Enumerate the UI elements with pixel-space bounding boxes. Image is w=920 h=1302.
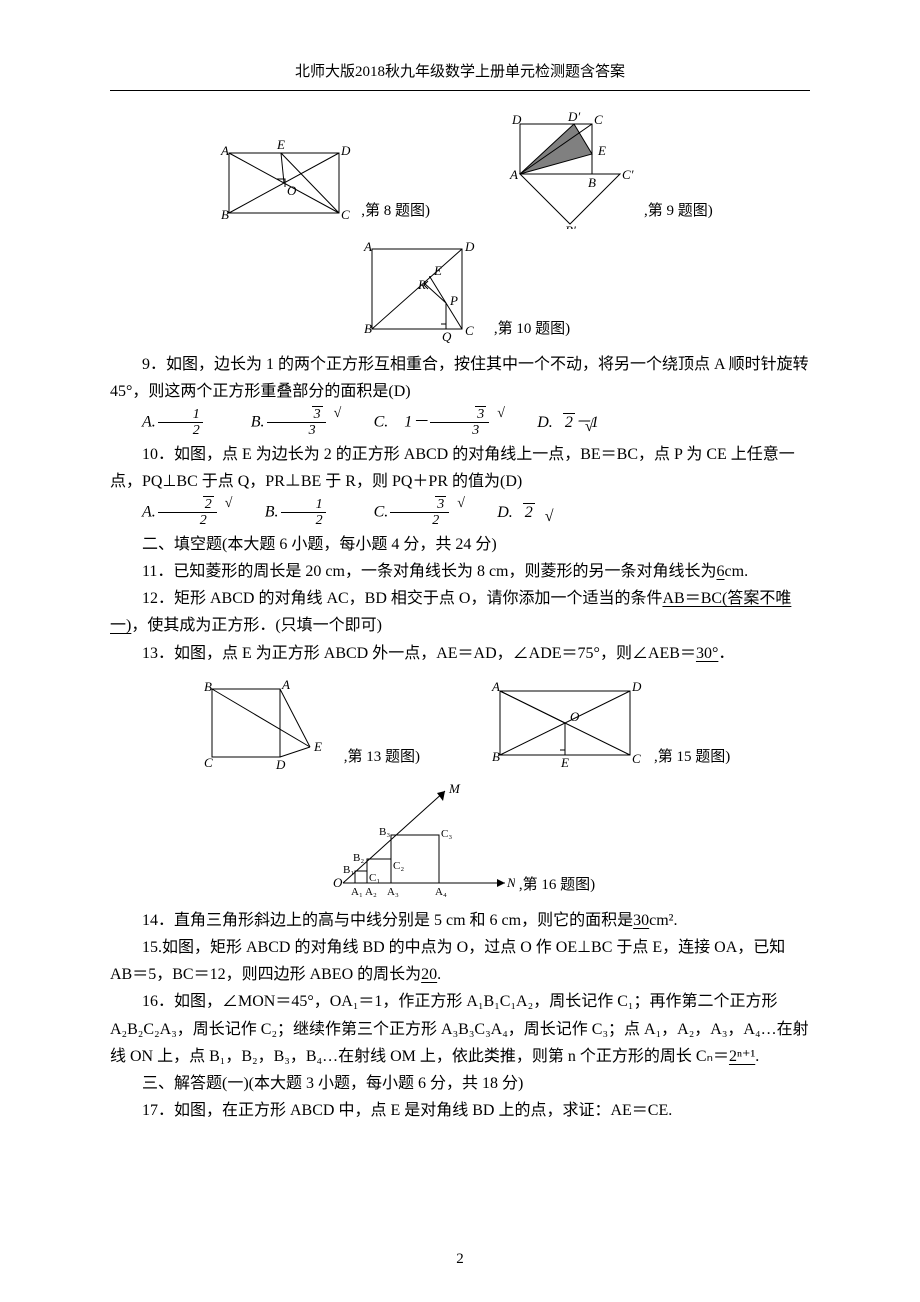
svg-text:D: D [511, 112, 522, 127]
svg-text:O: O [287, 183, 297, 198]
svg-text:C: C [204, 755, 213, 770]
svg-text:B: B [492, 749, 500, 764]
figure-10: A D B C E R P Q ,第 10 题图) [350, 237, 570, 347]
q15: 15.如图，矩形 ABCD 的对角线 BD 的中点为 O，过点 O 作 OE⊥B… [110, 934, 810, 988]
svg-text:C: C [632, 751, 641, 766]
svg-text:A: A [281, 677, 290, 692]
figure-10-caption: ,第 10 题图) [494, 317, 570, 347]
svg-text:D: D [340, 143, 351, 158]
svg-text:B′: B′ [565, 223, 576, 229]
svg-text:E: E [276, 137, 285, 152]
figure-row-3: B A C D E ,第 13 题图) A D B C O E [110, 675, 810, 775]
svg-text:C: C [465, 323, 474, 338]
figure-13-caption: ,第 13 题图) [344, 745, 420, 775]
svg-text:C: C [594, 112, 603, 127]
figure-16: O M N A₁ A₂ A₃ A₄ B₁ B₂ B₃ C₁ C₂ C₃ ,第 1… [325, 783, 595, 903]
figure-16-caption: ,第 16 题图) [519, 873, 595, 903]
page-header: 北师大版2018秋九年级数学上册单元检测题含答案 [110, 60, 810, 91]
svg-text:A₁: A₁ [351, 886, 363, 898]
svg-text:B: B [204, 679, 212, 694]
svg-text:O: O [570, 709, 580, 724]
q9-options: A.12 B.33 C. 1－33 D.2－1 [110, 407, 810, 439]
q9-stem: 9．如图，边长为 1 的两个正方形互相重合，按住其中一个不动，将另一个绕顶点 A… [110, 351, 810, 405]
figure-15: A D B C O E ,第 15 题图) [480, 675, 730, 775]
figure-row-4: O M N A₁ A₂ A₃ A₄ B₁ B₂ B₃ C₁ C₂ C₃ ,第 1… [110, 783, 810, 903]
figure-row-1: A B C D E O ,第 8 题图) D D′ C E A [110, 109, 810, 229]
svg-text:D: D [631, 679, 642, 694]
q10-stem: 10．如图，点 E 为边长为 2 的正方形 ABCD 的对角线上一点，BE＝BC… [110, 441, 810, 495]
svg-text:B₃: B₃ [379, 826, 390, 838]
figure-9-caption: ,第 9 题图) [644, 199, 713, 229]
svg-text:D′: D′ [567, 109, 580, 124]
svg-text:C′: C′ [622, 167, 634, 182]
svg-text:E: E [313, 739, 322, 754]
figure-13: B A C D E ,第 13 题图) [190, 675, 420, 775]
svg-text:C₁: C₁ [369, 872, 380, 884]
svg-text:A₄: A₄ [435, 886, 447, 898]
q12: 12．矩形 ABCD 的对角线 AC，BD 相交于点 O，请你添加一个适当的条件… [110, 585, 810, 639]
svg-text:A: A [220, 143, 229, 158]
page-number: 2 [0, 1247, 920, 1273]
svg-text:D: D [275, 757, 286, 772]
q11: 11．已知菱形的周长是 20 cm，一条对角线长为 8 cm，则菱形的另一条对角… [110, 558, 810, 585]
figure-row-2: A D B C E R P Q ,第 10 题图) [110, 237, 810, 347]
section-3-title: 三、解答题(一)(本大题 3 小题，每小题 6 分，共 18 分) [110, 1070, 810, 1097]
figure-9: D D′ C E A B C′ B′ ,第 9 题图) [490, 109, 713, 229]
svg-text:B: B [588, 175, 596, 190]
svg-text:Q: Q [442, 329, 452, 344]
svg-text:B: B [221, 207, 229, 222]
q14: 14．直角三角形斜边上的高与中线分别是 5 cm 和 6 cm，则它的面积是30… [110, 907, 810, 934]
svg-text:A: A [491, 679, 500, 694]
svg-text:P: P [449, 293, 458, 308]
svg-text:E: E [560, 755, 569, 770]
svg-text:A₂: A₂ [365, 886, 377, 898]
svg-text:M: M [448, 783, 461, 796]
svg-text:B₂: B₂ [353, 852, 364, 864]
svg-text:N: N [506, 875, 515, 890]
q17: 17．如图，在正方形 ABCD 中，点 E 是对角线 BD 上的点，求证：AE＝… [110, 1097, 810, 1124]
q13: 13．如图，点 E 为正方形 ABCD 外一点，AE＝AD，∠ADE＝75°，则… [110, 640, 810, 667]
q16: 16．如图，∠MON＝45°，OA₁＝1，作正方形 A₁B₁C₁A₂，周长记作 … [110, 988, 810, 1070]
q10-options: A.22 B.12 C.32 D.2 [110, 497, 810, 529]
svg-text:D: D [464, 239, 475, 254]
page: 北师大版2018秋九年级数学上册单元检测题含答案 A B C D E O ,第 … [0, 0, 920, 1302]
svg-text:R: R [417, 277, 426, 292]
figure-8-caption: ,第 8 题图) [361, 199, 430, 229]
svg-text:A₃: A₃ [387, 886, 399, 898]
svg-text:A: A [509, 167, 518, 182]
svg-text:B: B [364, 321, 372, 336]
svg-text:E: E [433, 263, 442, 278]
figure-15-caption: ,第 15 题图) [654, 745, 730, 775]
svg-text:C: C [341, 207, 350, 222]
figure-8: A B C D E O ,第 8 题图) [207, 109, 430, 229]
svg-text:O: O [333, 875, 343, 890]
svg-text:E: E [597, 143, 606, 158]
section-2-title: 二、填空题(本大题 6 小题，每小题 4 分，共 24 分) [110, 531, 810, 558]
svg-text:C₃: C₃ [441, 828, 452, 840]
svg-text:A: A [363, 239, 372, 254]
svg-text:B₁: B₁ [343, 864, 354, 876]
svg-text:C₂: C₂ [393, 860, 404, 872]
